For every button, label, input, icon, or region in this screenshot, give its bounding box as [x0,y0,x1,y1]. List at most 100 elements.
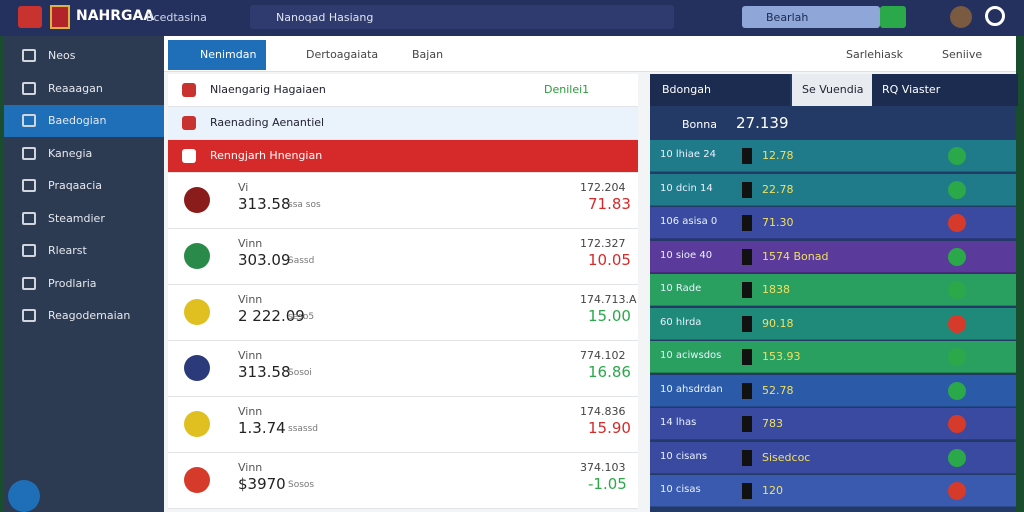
row-label: 10 sioe 40 [660,249,713,261]
row-action[interactable] [948,180,966,199]
row-icon [742,416,752,432]
item-sub: ssassd [288,424,318,434]
tab[interactable]: Bajan [412,48,444,61]
item-sub: ssa sos [288,200,321,210]
settings-icon[interactable] [985,6,1005,26]
item-value[interactable]: -1.05 [588,475,627,493]
row-value[interactable]: 52.78 [762,383,794,397]
sidebar-icon [22,114,36,127]
panel-row: 10 Rade 1838 [650,274,1016,306]
item-value[interactable]: 15.90 [588,419,631,437]
tab[interactable]: Nenimdan [168,40,266,70]
summary-label: Bonna [682,118,717,131]
row-value[interactable]: 120 [762,484,783,497]
header-icon [182,116,196,130]
row-action[interactable] [948,147,966,165]
row-value[interactable]: 90.18 [762,316,794,330]
header-badge[interactable]: Denilei1 [544,83,590,96]
sidebar-item[interactable]: Reagodemaian [4,300,164,332]
row-icon [742,483,752,499]
sidebar-item[interactable]: Steamdier [4,203,164,235]
row-icon [742,248,752,265]
item-ref: 374.103 [580,461,626,474]
team-logo [184,411,210,437]
list-header[interactable]: Nlaengarig Hagaiaen Denilei1 [168,74,638,107]
panel-row: 60 hlrda 90.18 [650,307,1016,340]
flag-icon [18,6,42,28]
row-icon [742,449,752,466]
sidebar-item[interactable]: Baedogian [4,105,164,137]
menu[interactable]: Bcedtasina [146,11,207,24]
row-action[interactable] [948,247,966,266]
row-action[interactable] [948,348,966,366]
item-value[interactable]: 71.83 [588,195,631,213]
avatar[interactable] [950,6,972,28]
item-amount: 2 222.09 [238,307,305,325]
item-ref: 172.204 [580,181,626,194]
item-ref: 172.327 [580,237,626,250]
search-button[interactable] [880,6,906,28]
fab[interactable] [8,480,40,512]
sidebar-item[interactable]: Neos [4,40,164,72]
main: Sarlehiask Seniive Nenimdan Dertoagaiata B… [164,36,1018,512]
tab-search[interactable]: Sarlehiask [846,48,903,61]
item-label: Vi [238,181,249,194]
logo[interactable]: NAHRGAA [76,8,155,24]
team-logo [184,467,210,493]
row-action[interactable] [948,381,966,400]
sidebar-item[interactable]: Reaaagan [4,73,164,105]
row-value[interactable]: 1838 [762,283,790,296]
tab-settings[interactable]: Seniive [942,48,983,61]
row-value[interactable]: 153.93 [762,350,801,363]
sidebar-icon [22,81,36,95]
sidebar-item[interactable]: Prodlaria [4,268,164,300]
row-icon [742,181,752,198]
sidebar-item[interactable]: Rlearst [4,235,164,267]
panel-row: 10 sioe 40 1574 Bonad [650,240,1016,273]
sidebar-icon [22,49,36,62]
row-value[interactable]: 1574 Bonad [762,249,829,263]
row-value[interactable]: Sisedcoc [762,450,811,464]
row-action[interactable] [948,482,966,500]
list-item: Vi 313.58 ssa sos 172.204 71.83 [168,173,638,229]
row-icon [742,315,752,332]
sidebar-icon [22,179,36,192]
row-action[interactable] [948,314,966,333]
sidebar-item[interactable]: Kanegia [4,138,164,170]
row-action[interactable] [948,214,966,232]
search-box[interactable] [250,5,674,29]
list-header[interactable]: Renngjarh Hnengian [168,140,638,173]
row-icon [742,282,752,298]
row-action[interactable] [948,448,966,467]
panel-row: 10 ahsdrdan 52.78 [650,374,1016,407]
row-value[interactable]: 12.78 [762,149,794,162]
item-value[interactable]: 10.05 [588,251,631,269]
panel-dropdown[interactable]: Bdongah [650,74,790,106]
search-input[interactable] [742,6,880,28]
sidebar-icon [22,276,36,290]
row-action[interactable] [948,415,966,433]
tab[interactable]: Dertoagaiata [306,48,379,61]
item-amount: 303.09 [238,251,291,269]
header-icon [182,149,196,163]
list-item: Vinn 313.58 Sosoi 774.102 16.86 [168,341,638,397]
row-value[interactable]: 783 [762,417,783,430]
row-value[interactable]: 71.30 [762,216,794,229]
item-label: Vinn [238,405,263,418]
item-amount: 313.58 [238,363,291,381]
panel-row: 10 cisas 120 [650,475,1016,507]
panel-row: 10 aciwsdos 153.93 [650,341,1016,373]
panel-row: 14 lhas 783 [650,408,1016,440]
item-value[interactable]: 15.00 [588,307,631,325]
sidebar-item[interactable]: Praqaacia [4,170,164,202]
list-header[interactable]: Raenading Aenantiel [168,107,638,140]
panel-tab[interactable]: Se Vuendia [792,74,872,106]
row-icon [742,349,752,365]
row-value[interactable]: 22.78 [762,182,794,196]
row-label: 14 lhas [660,417,697,428]
sidebar-icon [22,244,36,257]
item-value[interactable]: 16.86 [588,363,631,381]
sidebar-icon [22,309,36,322]
panel-tab[interactable]: RQ Viaster [872,74,1018,106]
row-action[interactable] [948,281,966,299]
